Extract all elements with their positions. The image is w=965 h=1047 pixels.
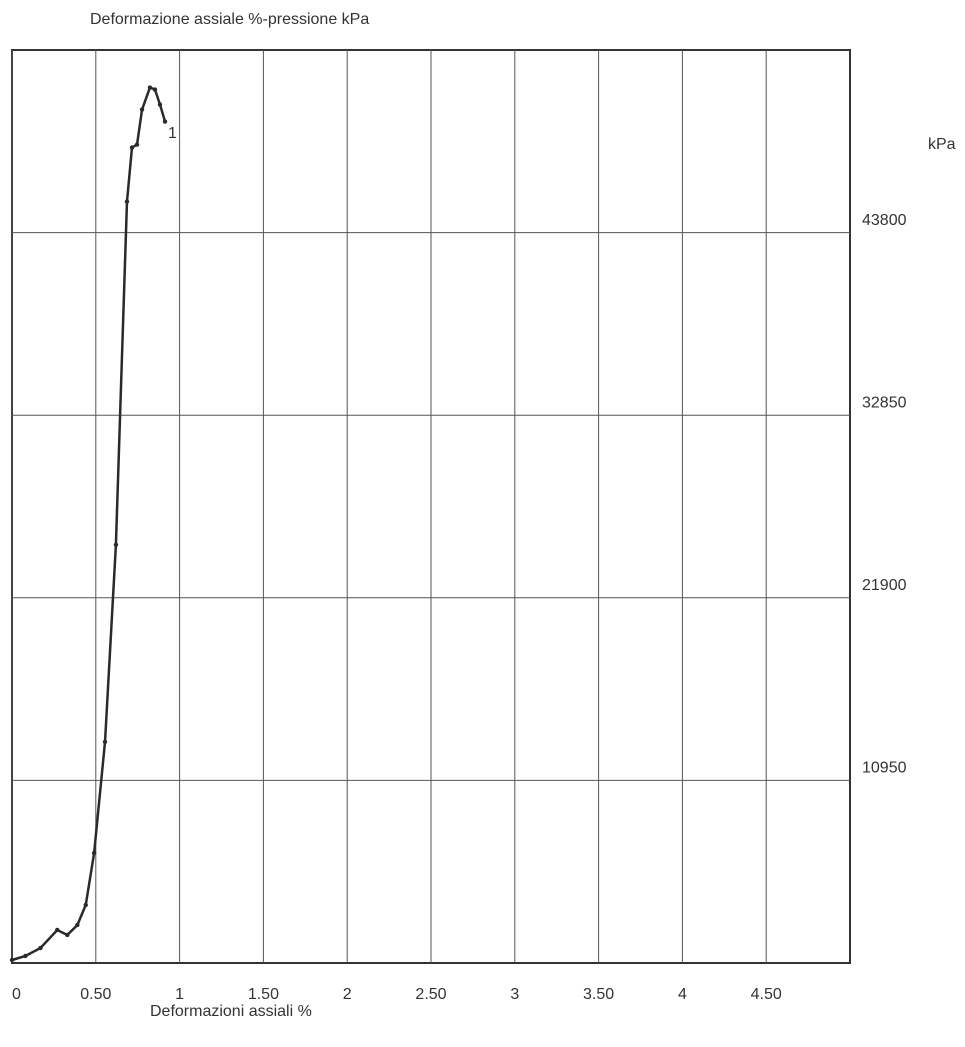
x-tick-label: 0 — [12, 986, 21, 1003]
x-tick-label: 0.50 — [80, 986, 111, 1003]
y-tick-label: 21900 — [862, 577, 907, 594]
x-tick-label: 1 — [175, 986, 184, 1003]
data-point — [23, 953, 28, 959]
data-point — [38, 945, 43, 951]
y-tick-label: 43800 — [862, 212, 907, 229]
y-tick-label: 10950 — [862, 760, 907, 777]
y-tick-label: 32850 — [862, 394, 907, 411]
x-axis-label: Deformazioni assiali % — [150, 1003, 312, 1020]
data-point — [83, 902, 88, 908]
data-line — [11, 85, 167, 962]
data-point — [9, 957, 15, 963]
data-point — [129, 145, 135, 150]
data-point — [157, 102, 163, 107]
x-tick-label: 2 — [343, 986, 352, 1003]
data-point — [91, 850, 97, 856]
data-point — [113, 542, 119, 547]
data-point — [162, 119, 168, 124]
series-label: 1 — [168, 125, 177, 142]
chart-title: Deformazione assiale %-pressione kPa — [90, 11, 369, 28]
data-point — [75, 922, 80, 928]
x-tick-label: 4 — [678, 986, 687, 1003]
data-point — [139, 107, 145, 112]
data-point — [134, 142, 140, 147]
data-point — [152, 87, 158, 92]
data-point — [65, 932, 70, 938]
data-point — [55, 927, 60, 933]
x-tick-label: 4.50 — [751, 986, 782, 1003]
y-axis-label: kPa — [928, 136, 956, 153]
x-tick-label: 1.50 — [248, 986, 279, 1003]
data-point — [102, 739, 108, 745]
data-point — [124, 199, 130, 204]
x-tick-label: 2.50 — [415, 986, 446, 1003]
data-point — [147, 85, 153, 90]
x-tick-label: 3 — [510, 986, 519, 1003]
x-tick-label: 3.50 — [583, 986, 614, 1003]
